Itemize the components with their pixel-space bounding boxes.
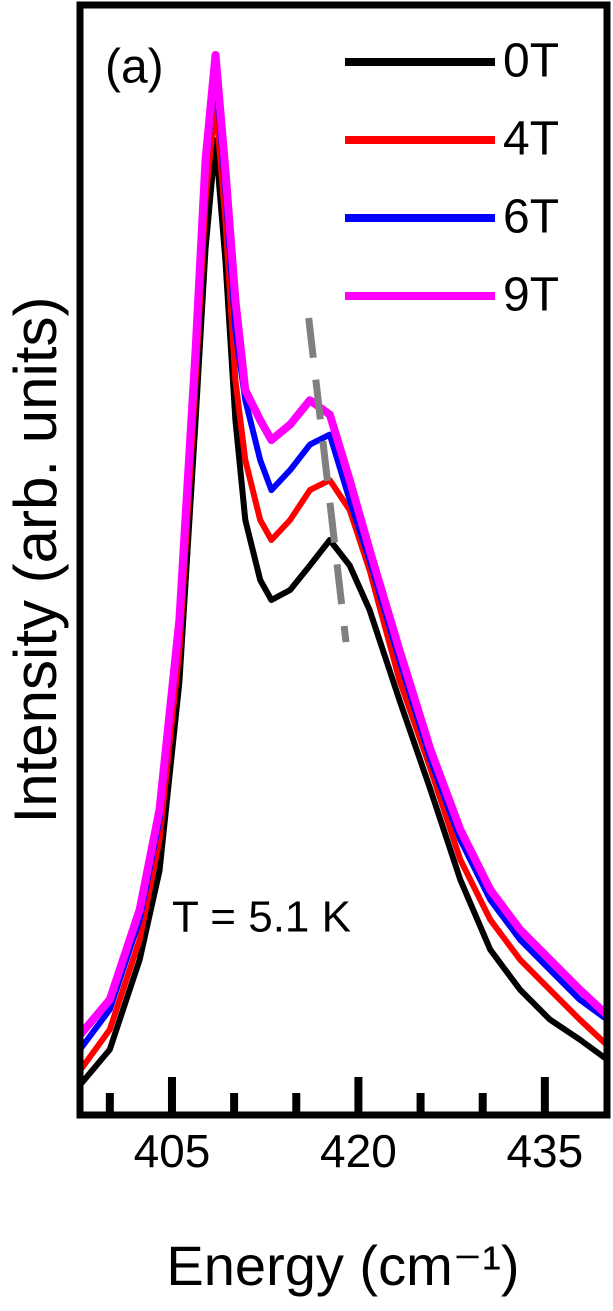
plot-frame <box>76 1 611 1119</box>
legend-label: 6T <box>503 191 559 244</box>
y-axis-label: Intensity (arb. units) <box>2 297 69 824</box>
guide-line <box>305 317 350 643</box>
x-tick-label: 435 <box>506 1125 583 1177</box>
series-line <box>76 51 610 1038</box>
legend-label: 0T <box>503 35 559 88</box>
legend-label: 9T <box>503 269 559 322</box>
annotation: T = 5.1 K <box>172 893 351 942</box>
panel-label: (a) <box>105 41 164 94</box>
x-tick-label: 420 <box>320 1125 397 1177</box>
x-tick-label: 405 <box>134 1125 211 1177</box>
legend-label: 4T <box>503 113 559 166</box>
x-axis-label: Energy (cm⁻¹) <box>166 1234 519 1297</box>
